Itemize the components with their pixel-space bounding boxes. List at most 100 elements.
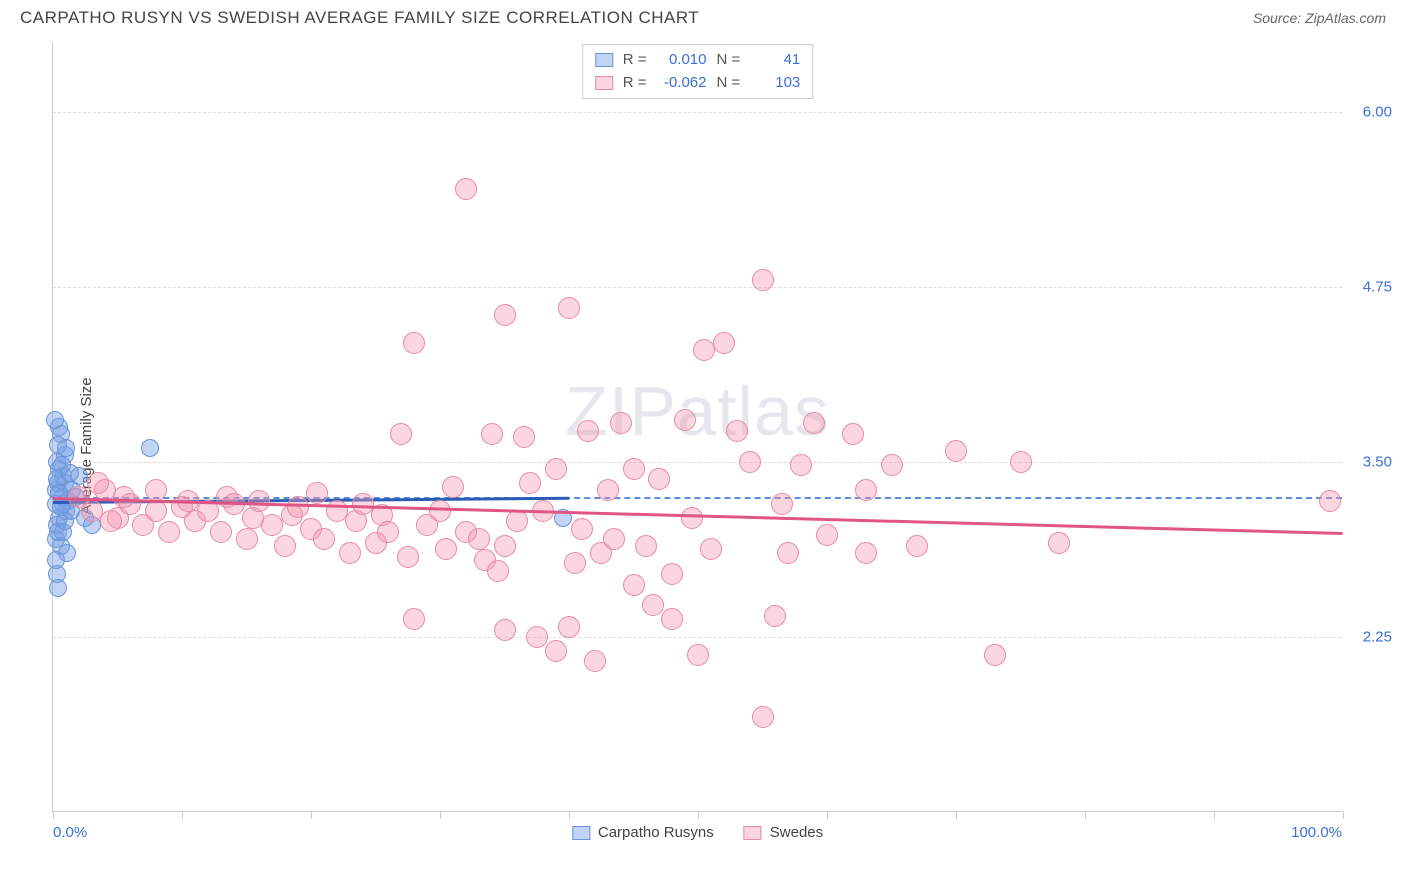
plot-area: ZIPatlas R =0.010N =41R =-0.062N =103 Ca… (52, 42, 1342, 812)
scatter-point (623, 458, 645, 480)
scatter-point (141, 439, 159, 457)
scatter-point (526, 626, 548, 648)
x-tick (1343, 811, 1344, 819)
scatter-point (47, 551, 65, 569)
scatter-point (642, 594, 664, 616)
y-tick-label: 2.25 (1363, 629, 1392, 646)
scatter-point (100, 510, 122, 532)
scatter-point (881, 454, 903, 476)
scatter-point (597, 479, 619, 501)
n-label: N = (717, 72, 741, 95)
scatter-point (984, 644, 1006, 666)
scatter-point (945, 440, 967, 462)
chart-header: CARPATHO RUSYN VS SWEDISH AVERAGE FAMILY… (0, 0, 1406, 32)
gridline (53, 287, 1342, 288)
x-tick (53, 811, 54, 819)
scatter-point (803, 412, 825, 434)
x-tick (182, 811, 183, 819)
x-tick (698, 811, 699, 819)
x-axis-label-max: 100.0% (1291, 824, 1342, 841)
r-value: -0.062 (657, 72, 707, 95)
gridline (53, 637, 1342, 638)
legend-swatch (744, 826, 762, 840)
scatter-point (442, 476, 464, 498)
scatter-point (558, 616, 580, 638)
scatter-point (558, 297, 580, 319)
scatter-point (403, 608, 425, 630)
scatter-point (145, 500, 167, 522)
scatter-point (487, 560, 509, 582)
scatter-point (46, 411, 64, 429)
scatter-point (777, 542, 799, 564)
scatter-point (571, 518, 593, 540)
gridline (53, 112, 1342, 113)
scatter-point (635, 535, 657, 557)
scatter-point (674, 409, 696, 431)
scatter-point (564, 552, 586, 574)
x-axis-label-min: 0.0% (53, 824, 87, 841)
scatter-point (906, 535, 928, 557)
scatter-point (87, 472, 109, 494)
y-tick-label: 4.75 (1363, 279, 1392, 296)
scatter-point (1319, 490, 1341, 512)
scatter-point (494, 619, 516, 641)
scatter-point (158, 521, 180, 543)
scatter-point (545, 640, 567, 662)
scatter-point (687, 644, 709, 666)
scatter-point (623, 574, 645, 596)
gridline (53, 462, 1342, 463)
scatter-point (49, 436, 67, 454)
scatter-point (236, 528, 258, 550)
scatter-point (771, 493, 793, 515)
scatter-point (681, 507, 703, 529)
scatter-point (648, 468, 670, 490)
scatter-point (403, 332, 425, 354)
scatter-point (713, 332, 735, 354)
legend-swatch (572, 826, 590, 840)
scatter-point (842, 423, 864, 445)
scatter-point (1048, 532, 1070, 554)
scatter-point (764, 605, 786, 627)
chart-wrap: ZIPatlas R =0.010N =41R =-0.062N =103 Ca… (52, 42, 1386, 862)
series-legend: Carpatho Rusyns Swedes (572, 824, 823, 841)
r-label: R = (623, 49, 647, 72)
x-tick (827, 811, 828, 819)
x-tick (1085, 811, 1086, 819)
scatter-point (248, 490, 270, 512)
scatter-point (513, 426, 535, 448)
scatter-point (306, 482, 328, 504)
chart-source: Source: ZipAtlas.com (1253, 10, 1386, 26)
series-name: Carpatho Rusyns (598, 824, 714, 841)
scatter-point (145, 479, 167, 501)
scatter-point (210, 521, 232, 543)
x-tick (956, 811, 957, 819)
scatter-point (577, 420, 599, 442)
scatter-point (855, 479, 877, 501)
scatter-point (377, 521, 399, 543)
scatter-point (494, 535, 516, 557)
scatter-point (339, 542, 361, 564)
series-legend-item: Carpatho Rusyns (572, 824, 714, 841)
scatter-point (661, 608, 683, 630)
scatter-point (752, 706, 774, 728)
scatter-point (790, 454, 812, 476)
scatter-point (661, 563, 683, 585)
series-legend-item: Swedes (744, 824, 823, 841)
scatter-point (506, 510, 528, 532)
n-value: 41 (750, 49, 800, 72)
stats-legend-row: R =0.010N =41 (595, 49, 801, 72)
legend-swatch (595, 53, 613, 67)
scatter-point (429, 500, 451, 522)
scatter-point (397, 546, 419, 568)
n-label: N = (717, 49, 741, 72)
scatter-point (855, 542, 877, 564)
y-tick-label: 6.00 (1363, 104, 1392, 121)
scatter-point (455, 178, 477, 200)
x-tick (311, 811, 312, 819)
scatter-point (119, 493, 141, 515)
scatter-point (313, 528, 335, 550)
scatter-point (49, 579, 67, 597)
scatter-point (752, 269, 774, 291)
scatter-point (274, 535, 296, 557)
scatter-point (545, 458, 567, 480)
